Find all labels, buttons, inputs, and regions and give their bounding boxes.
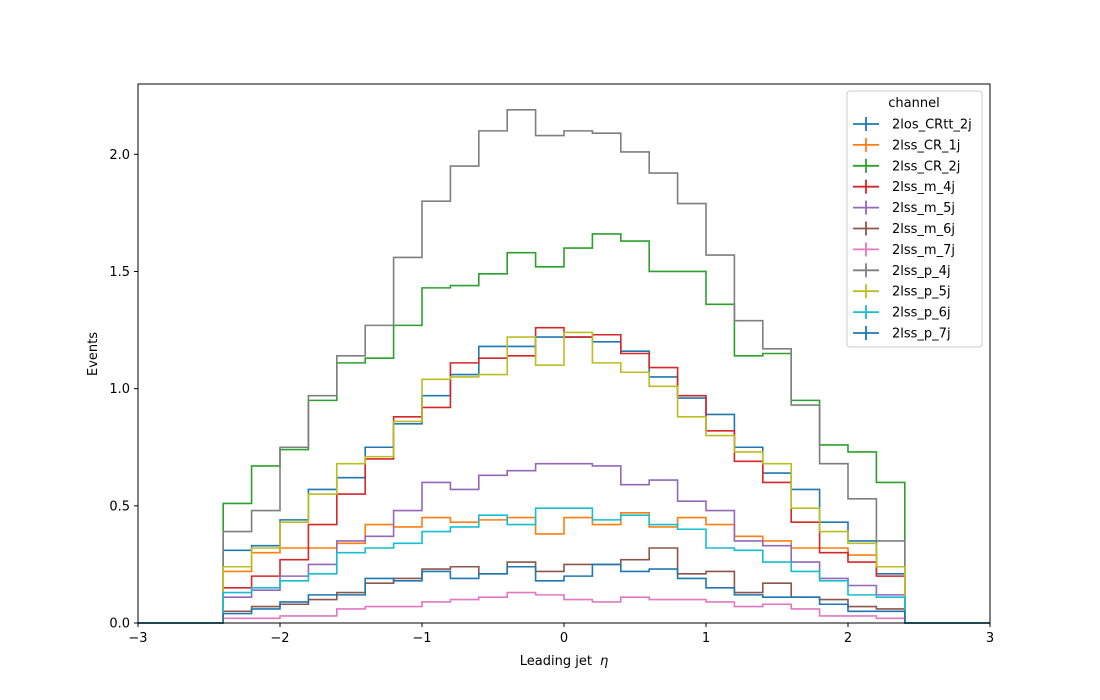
x-tick-label: 1 [702,631,710,646]
legend-item-2lss_p_7j: 2lss_p_7j [853,326,951,342]
legend-label: 2lss_m_6j [892,222,955,237]
legend-item-2lss_m_5j: 2lss_m_5j [853,200,955,216]
series-line-2lss_p_6j [138,507,990,624]
legend-items: 2los_CRtt_2j 2lss_CR_1j 2lss_CR_2j 2lss_m_4… [853,117,972,342]
series-line-2lss_CR_2j [138,233,990,624]
legend-item-2lss_p_6j: 2lss_p_6j [853,305,951,321]
legend-label: 2lss_p_5j [892,285,951,300]
x-tick-label: 0 [560,631,568,646]
legend-label: 2lss_m_7j [892,243,955,258]
y-tick-label: 1.0 [109,382,130,397]
legend-item-2lss_CR_1j: 2lss_CR_1j [853,137,960,153]
legend-label: 2lss_m_5j [892,201,955,216]
x-axis-label-symbol: η [600,654,608,669]
y-axis-label: Events [86,332,101,376]
legend-item-2los_CRtt_2j: 2los_CRtt_2j [853,117,972,133]
series-line-2lss_p_4j [138,108,990,624]
legend-title: channel [888,96,939,111]
series-line-2lss_m_7j [138,591,990,624]
x-tick-label: −3 [128,631,147,646]
legend-item-2lss_m_7j: 2lss_m_7j [853,242,955,258]
y-axis: 0.0 0.5 1.0 1.5 2.0 [109,148,138,632]
y-tick-label: 0.5 [109,499,130,514]
x-tick-label: −2 [270,631,289,646]
x-axis: −3 −2 −1 0 1 2 3 [128,623,994,646]
series-layer [138,108,990,624]
legend-label: 2lss_CR_1j [892,138,960,153]
legend-item-2lss_m_6j: 2lss_m_6j [853,221,955,237]
legend-item-2lss_p_5j: 2lss_p_5j [853,284,951,300]
series-line-2lss_m_5j [138,462,990,624]
x-tick-label: −1 [412,631,431,646]
y-tick-label: 1.5 [109,265,130,280]
legend-label: 2lss_p_7j [892,327,951,342]
legend-frame [846,90,983,348]
legend: channel 2los_CRtt_2j 2lss_CR_1j 2lss_CR_2j… [846,90,983,348]
legend-label: 2los_CRtt_2j [892,118,972,133]
x-axis-label: Leading jet η [520,654,608,669]
legend-label: 2lss_CR_2j [892,159,960,174]
legend-item-2lss_m_4j: 2lss_m_4j [853,179,955,195]
x-tick-label: 2 [844,631,852,646]
legend-label: 2lss_p_6j [892,306,951,321]
y-tick-label: 2.0 [109,148,130,163]
legend-label: 2lss_p_4j [892,264,951,279]
legend-item-2lss_p_4j: 2lss_p_4j [853,263,951,279]
x-axis-label-text: Leading jet [520,654,592,669]
series-line-2lss_p_5j [138,331,990,624]
legend-label: 2lss_m_4j [892,180,955,195]
y-tick-label: 0.0 [109,617,130,632]
x-tick-label: 3 [986,631,994,646]
series-line-2lss_p_7j [138,563,990,624]
legend-item-2lss_CR_2j: 2lss_CR_2j [853,158,960,174]
